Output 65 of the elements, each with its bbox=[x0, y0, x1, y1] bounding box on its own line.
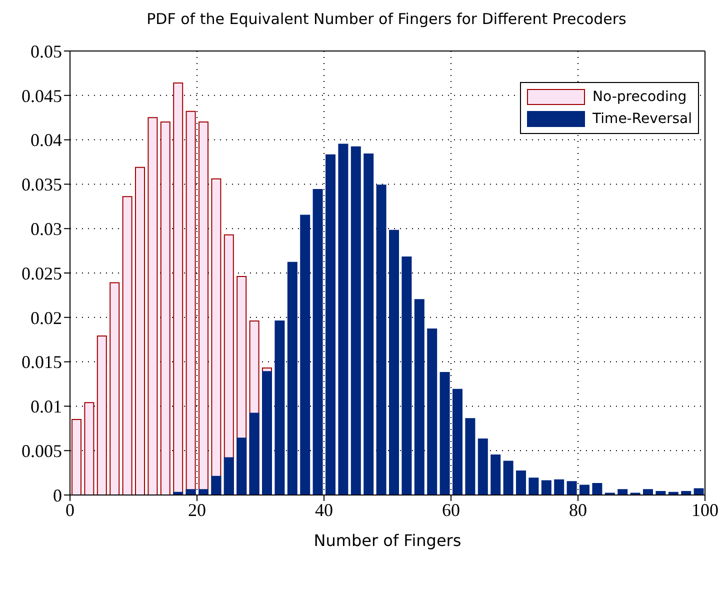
bar bbox=[211, 476, 222, 495]
bar bbox=[541, 480, 552, 495]
y-tick-label: 0.04 bbox=[30, 130, 62, 150]
chart-title: PDF of the Equivalent Number of Fingers for Different Precoders bbox=[146, 9, 628, 30]
y-tick-label: 0.02 bbox=[30, 308, 62, 328]
x-tick-label: 60 bbox=[442, 500, 460, 520]
bar bbox=[516, 470, 526, 495]
bar bbox=[694, 488, 704, 495]
bar bbox=[376, 184, 386, 495]
bar bbox=[249, 412, 260, 495]
y-tick-label: 0.035 bbox=[22, 174, 62, 195]
y-tick-label: 0.05 bbox=[30, 41, 62, 62]
bar bbox=[84, 402, 94, 495]
bar bbox=[452, 388, 462, 495]
bar bbox=[186, 489, 196, 495]
bar bbox=[326, 154, 336, 495]
x-tick-label: 0 bbox=[66, 500, 74, 520]
y-tick-label: 0 bbox=[53, 485, 62, 506]
bar bbox=[427, 328, 438, 495]
bar bbox=[287, 262, 298, 495]
y-tick-label: 0.015 bbox=[22, 352, 62, 372]
bar bbox=[160, 122, 170, 495]
bar bbox=[592, 482, 602, 495]
bar bbox=[618, 489, 628, 495]
bar bbox=[300, 214, 310, 495]
bar bbox=[122, 196, 132, 495]
bar bbox=[478, 438, 488, 495]
bar bbox=[135, 166, 145, 495]
y-tick-label: 0.01 bbox=[30, 396, 62, 417]
bar bbox=[389, 230, 399, 495]
bar bbox=[274, 320, 285, 495]
bar bbox=[580, 484, 590, 495]
x-tick-label: 40 bbox=[315, 500, 333, 520]
bar bbox=[96, 336, 107, 495]
bar bbox=[338, 144, 348, 495]
bar bbox=[224, 457, 234, 495]
bar bbox=[198, 489, 208, 495]
y-tick-label: 0.045 bbox=[22, 86, 62, 106]
bar bbox=[350, 146, 361, 495]
y-tick-label: 0.03 bbox=[30, 218, 62, 239]
bar bbox=[364, 154, 374, 495]
bar bbox=[72, 419, 82, 495]
bar bbox=[503, 460, 514, 495]
bar bbox=[528, 478, 539, 495]
legend-label: No-precoding bbox=[592, 89, 687, 105]
bar bbox=[402, 256, 412, 495]
y-tick-label: 0.005 bbox=[22, 440, 62, 461]
x-axis-title: Number of Fingers bbox=[314, 531, 462, 550]
bar bbox=[148, 117, 158, 495]
bar bbox=[440, 372, 450, 495]
bar bbox=[110, 282, 120, 495]
bar bbox=[414, 299, 424, 495]
bar bbox=[554, 479, 564, 495]
y-tick-label: 0.025 bbox=[22, 263, 62, 284]
x-tick-label: 20 bbox=[188, 500, 206, 520]
bar bbox=[312, 189, 323, 495]
bar bbox=[465, 418, 476, 495]
x-tick-label: 100 bbox=[692, 500, 718, 520]
legend-label: Time-Reversal bbox=[592, 111, 692, 127]
bar bbox=[643, 489, 653, 495]
bar bbox=[566, 481, 577, 495]
bar bbox=[490, 454, 501, 495]
bar bbox=[173, 82, 184, 495]
bar bbox=[236, 438, 247, 495]
x-tick-label: 80 bbox=[569, 500, 587, 520]
